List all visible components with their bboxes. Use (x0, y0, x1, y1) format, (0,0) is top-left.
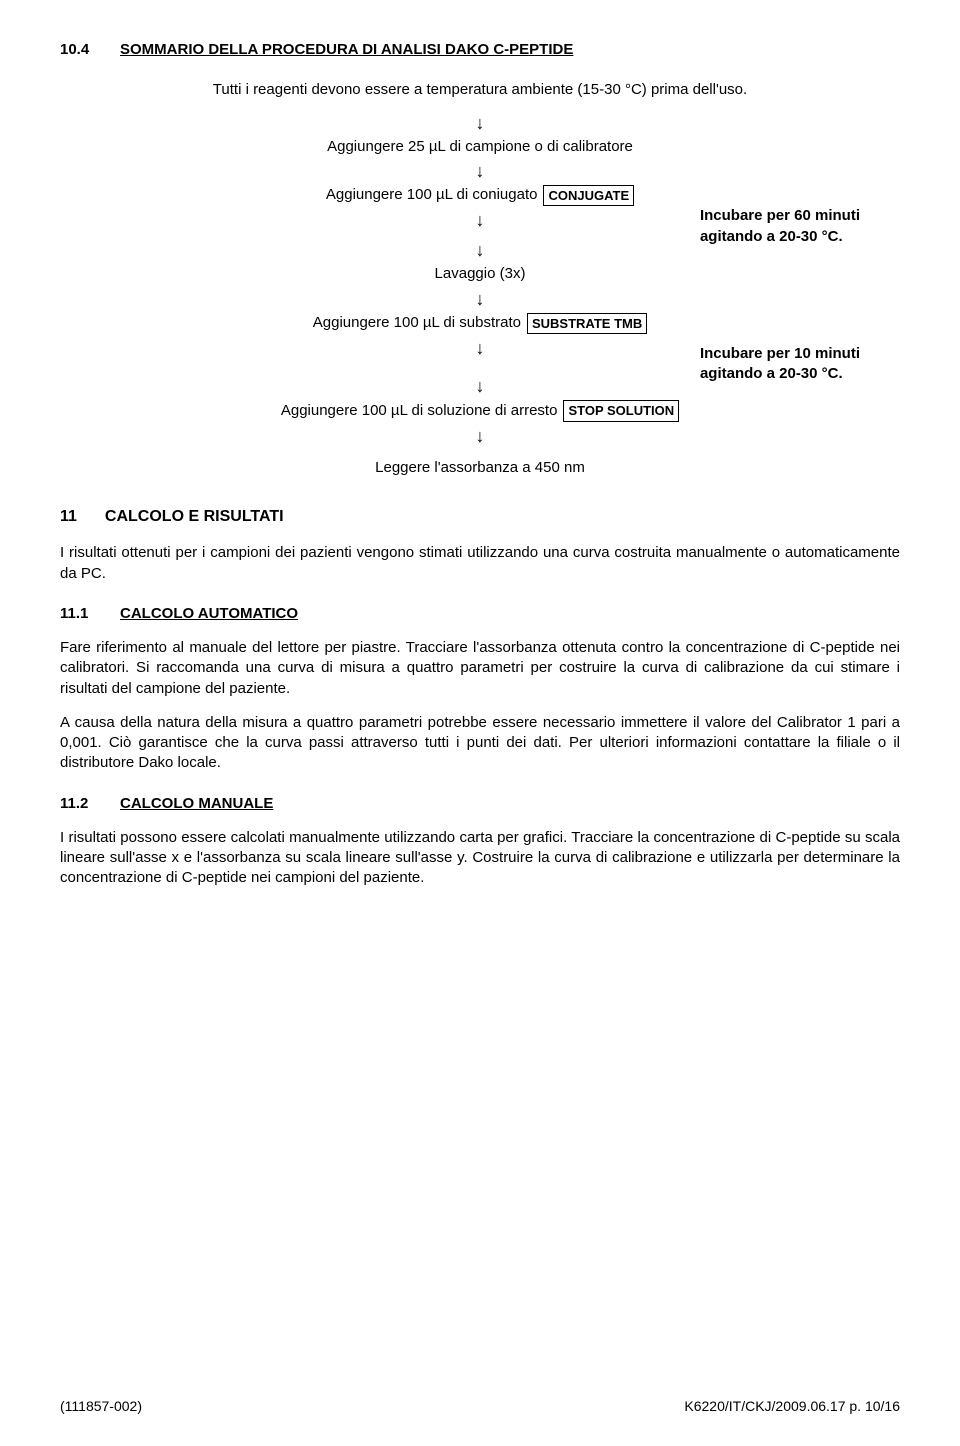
page-footer: (111857-002) K6220/IT/CKJ/2009.06.17 p. … (60, 1397, 900, 1416)
substrate-box: SUBSTRATE TMB (527, 313, 647, 335)
section-number: 10.4 (60, 40, 100, 60)
flow-step-1: Aggiungere 25 µL di campione o di calibr… (327, 137, 633, 157)
subsection-title: CALCOLO MANUALE (120, 794, 273, 814)
incubate-line: Incubare per 60 minuti (700, 206, 860, 226)
arrow-icon: ↓ (476, 162, 485, 180)
intro-text: Tutti i reagenti devono essere a tempera… (180, 80, 780, 100)
footer-right: K6220/IT/CKJ/2009.06.17 p. 10/16 (684, 1397, 900, 1416)
subsection-title: CALCOLO AUTOMATICO (120, 604, 298, 624)
section-11-2-para-1: I risultati possono essere calcolati man… (60, 828, 900, 889)
flow-step-3: Lavaggio (3x) (435, 264, 526, 284)
flow-step-2: Aggiungere 100 µL di coniugato (326, 185, 538, 205)
incubate-line: Incubare per 10 minuti (700, 344, 860, 364)
footer-left: (111857-002) (60, 1397, 142, 1416)
arrow-icon: ↓ (476, 377, 485, 395)
section-title: CALCOLO E RISULTATI (105, 506, 284, 528)
incubate-note-2: Incubare per 10 minuti agitando a 20-30 … (700, 344, 860, 385)
section-11-para-1: I risultati ottenuti per i campioni dei … (60, 543, 900, 584)
incubate-block-1: Incubare per 60 minuti agitando a 20-30 … (60, 210, 900, 288)
arrow-icon: ↓ (476, 241, 485, 259)
section-10-4-header: 10.4 SOMMARIO DELLA PROCEDURA DI ANALISI… (60, 40, 900, 60)
section-title: SOMMARIO DELLA PROCEDURA DI ANALISI DAKO… (120, 40, 573, 60)
flowchart: ↓ Aggiungere 25 µL di campione o di cali… (60, 113, 900, 482)
flow-step-4-row: Aggiungere 100 µL di substrato SUBSTRATE… (313, 313, 648, 335)
section-11-1-para-1: Fare riferimento al manuale del lettore … (60, 638, 900, 699)
arrow-icon: ↓ (476, 339, 485, 357)
section-11-2-header: 11.2 CALCOLO MANUALE (60, 794, 900, 814)
section-11-1-header: 11.1 CALCOLO AUTOMATICO (60, 604, 900, 624)
incubate-note-1: Incubare per 60 minuti agitando a 20-30 … (700, 206, 860, 247)
incubate-line: agitando a 20-30 °C. (700, 227, 860, 247)
flow-step-2-row: Aggiungere 100 µL di coniugato CONJUGATE (326, 185, 634, 207)
section-11-header: 11 CALCOLO E RISULTATI (60, 506, 900, 528)
flow-step-5: Aggiungere 100 µL di soluzione di arrest… (281, 401, 558, 421)
flow-step-4: Aggiungere 100 µL di substrato (313, 313, 521, 333)
section-11-1-para-2: A causa della natura della misura a quat… (60, 713, 900, 774)
arrow-icon: ↓ (476, 427, 485, 445)
arrow-icon: ↓ (476, 114, 485, 132)
arrow-icon: ↓ (476, 290, 485, 308)
arrow-icon: ↓ (476, 211, 485, 229)
flow-step-5-row: Aggiungere 100 µL di soluzione di arrest… (281, 400, 679, 422)
conjugate-box: CONJUGATE (543, 185, 634, 207)
section-number: 11 (60, 506, 77, 528)
stop-solution-box: STOP SOLUTION (563, 400, 679, 422)
incubate-line: agitando a 20-30 °C. (700, 364, 860, 384)
subsection-number: 11.1 (60, 604, 100, 624)
incubate-block-2: Incubare per 10 minuti agitando a 20-30 … (60, 338, 900, 396)
flow-step-6: Leggere l'assorbanza a 450 nm (375, 458, 585, 478)
subsection-number: 11.2 (60, 794, 100, 814)
